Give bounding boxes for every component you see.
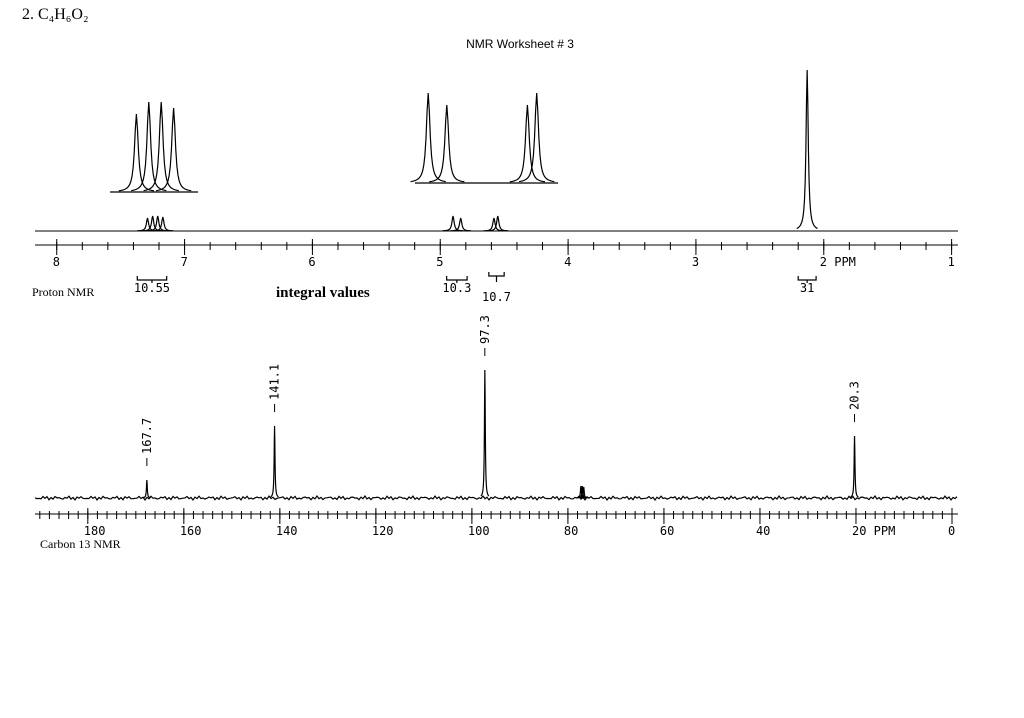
- inset-peak: [155, 107, 192, 192]
- integral-value: 31: [800, 281, 814, 295]
- tick-label: 8: [53, 255, 60, 269]
- proton-peak: [142, 215, 164, 232]
- solvent-peak: [579, 486, 588, 499]
- proton-peak: [152, 216, 174, 232]
- tick-label: 6: [308, 255, 315, 269]
- proton-peak: [450, 217, 472, 232]
- tick-label: 100: [468, 524, 490, 538]
- tick-label: 20 PPM: [852, 524, 895, 538]
- solvent-peak: [578, 485, 587, 499]
- integral-bracket: [446, 276, 468, 283]
- peak-label: 141.1: [268, 364, 282, 400]
- problem-heading: 2. C₄H₆O₂: [22, 6, 89, 23]
- integral-caption: integral values: [276, 285, 370, 301]
- inset-peak: [143, 101, 179, 192]
- inset-peak: [509, 104, 546, 183]
- proton-peak: [147, 215, 169, 232]
- proton-peak: [796, 69, 818, 230]
- tick-label: 140: [276, 524, 298, 538]
- tick-label: 80: [564, 524, 578, 538]
- inset-peak: [118, 113, 155, 192]
- inset-peak: [429, 104, 465, 183]
- peak-label: 97.3: [478, 315, 492, 344]
- tick-label: 160: [180, 524, 202, 538]
- proton-label: Proton NMR: [32, 285, 94, 299]
- worksheet-title: NMR Worksheet # 3: [466, 37, 574, 51]
- tick-label: 0: [948, 524, 955, 538]
- tick-label: 2 PPM: [820, 255, 856, 269]
- tick-label: 180: [84, 524, 106, 538]
- solvent-peak: [576, 485, 585, 499]
- integral-value: 10.3: [442, 281, 471, 295]
- carbon-baseline: [34, 494, 958, 502]
- tick-label: 4: [564, 255, 571, 269]
- tick-label: 7: [181, 255, 188, 269]
- integral-value: 10.7: [482, 290, 511, 304]
- tick-label: 60: [660, 524, 674, 538]
- inset-peak: [131, 101, 167, 192]
- carbon-peak: [850, 435, 859, 498]
- inset-peak: [518, 92, 555, 183]
- integral-bracket: [797, 276, 817, 283]
- proton-peak: [442, 215, 464, 232]
- proton-peak: [487, 215, 509, 232]
- tick-label: 1: [948, 255, 955, 269]
- peak-label: 20.3: [848, 381, 862, 410]
- carbon-peak: [480, 369, 490, 497]
- inset-peak: [410, 92, 446, 183]
- tick-label: 5: [436, 255, 443, 269]
- carbon-peak: [270, 425, 279, 498]
- carbon-peak: [142, 479, 151, 499]
- integral-bracket: [136, 276, 168, 283]
- tick-label: 120: [372, 524, 394, 538]
- tick-label: 40: [756, 524, 770, 538]
- carbon-label: Carbon 13 NMR: [40, 537, 121, 551]
- proton-peak: [483, 217, 505, 232]
- integral-value: 10.55: [134, 281, 170, 295]
- peak-label: 167.7: [140, 418, 154, 454]
- integral-bracket: [488, 272, 505, 282]
- tick-label: 3: [692, 255, 699, 269]
